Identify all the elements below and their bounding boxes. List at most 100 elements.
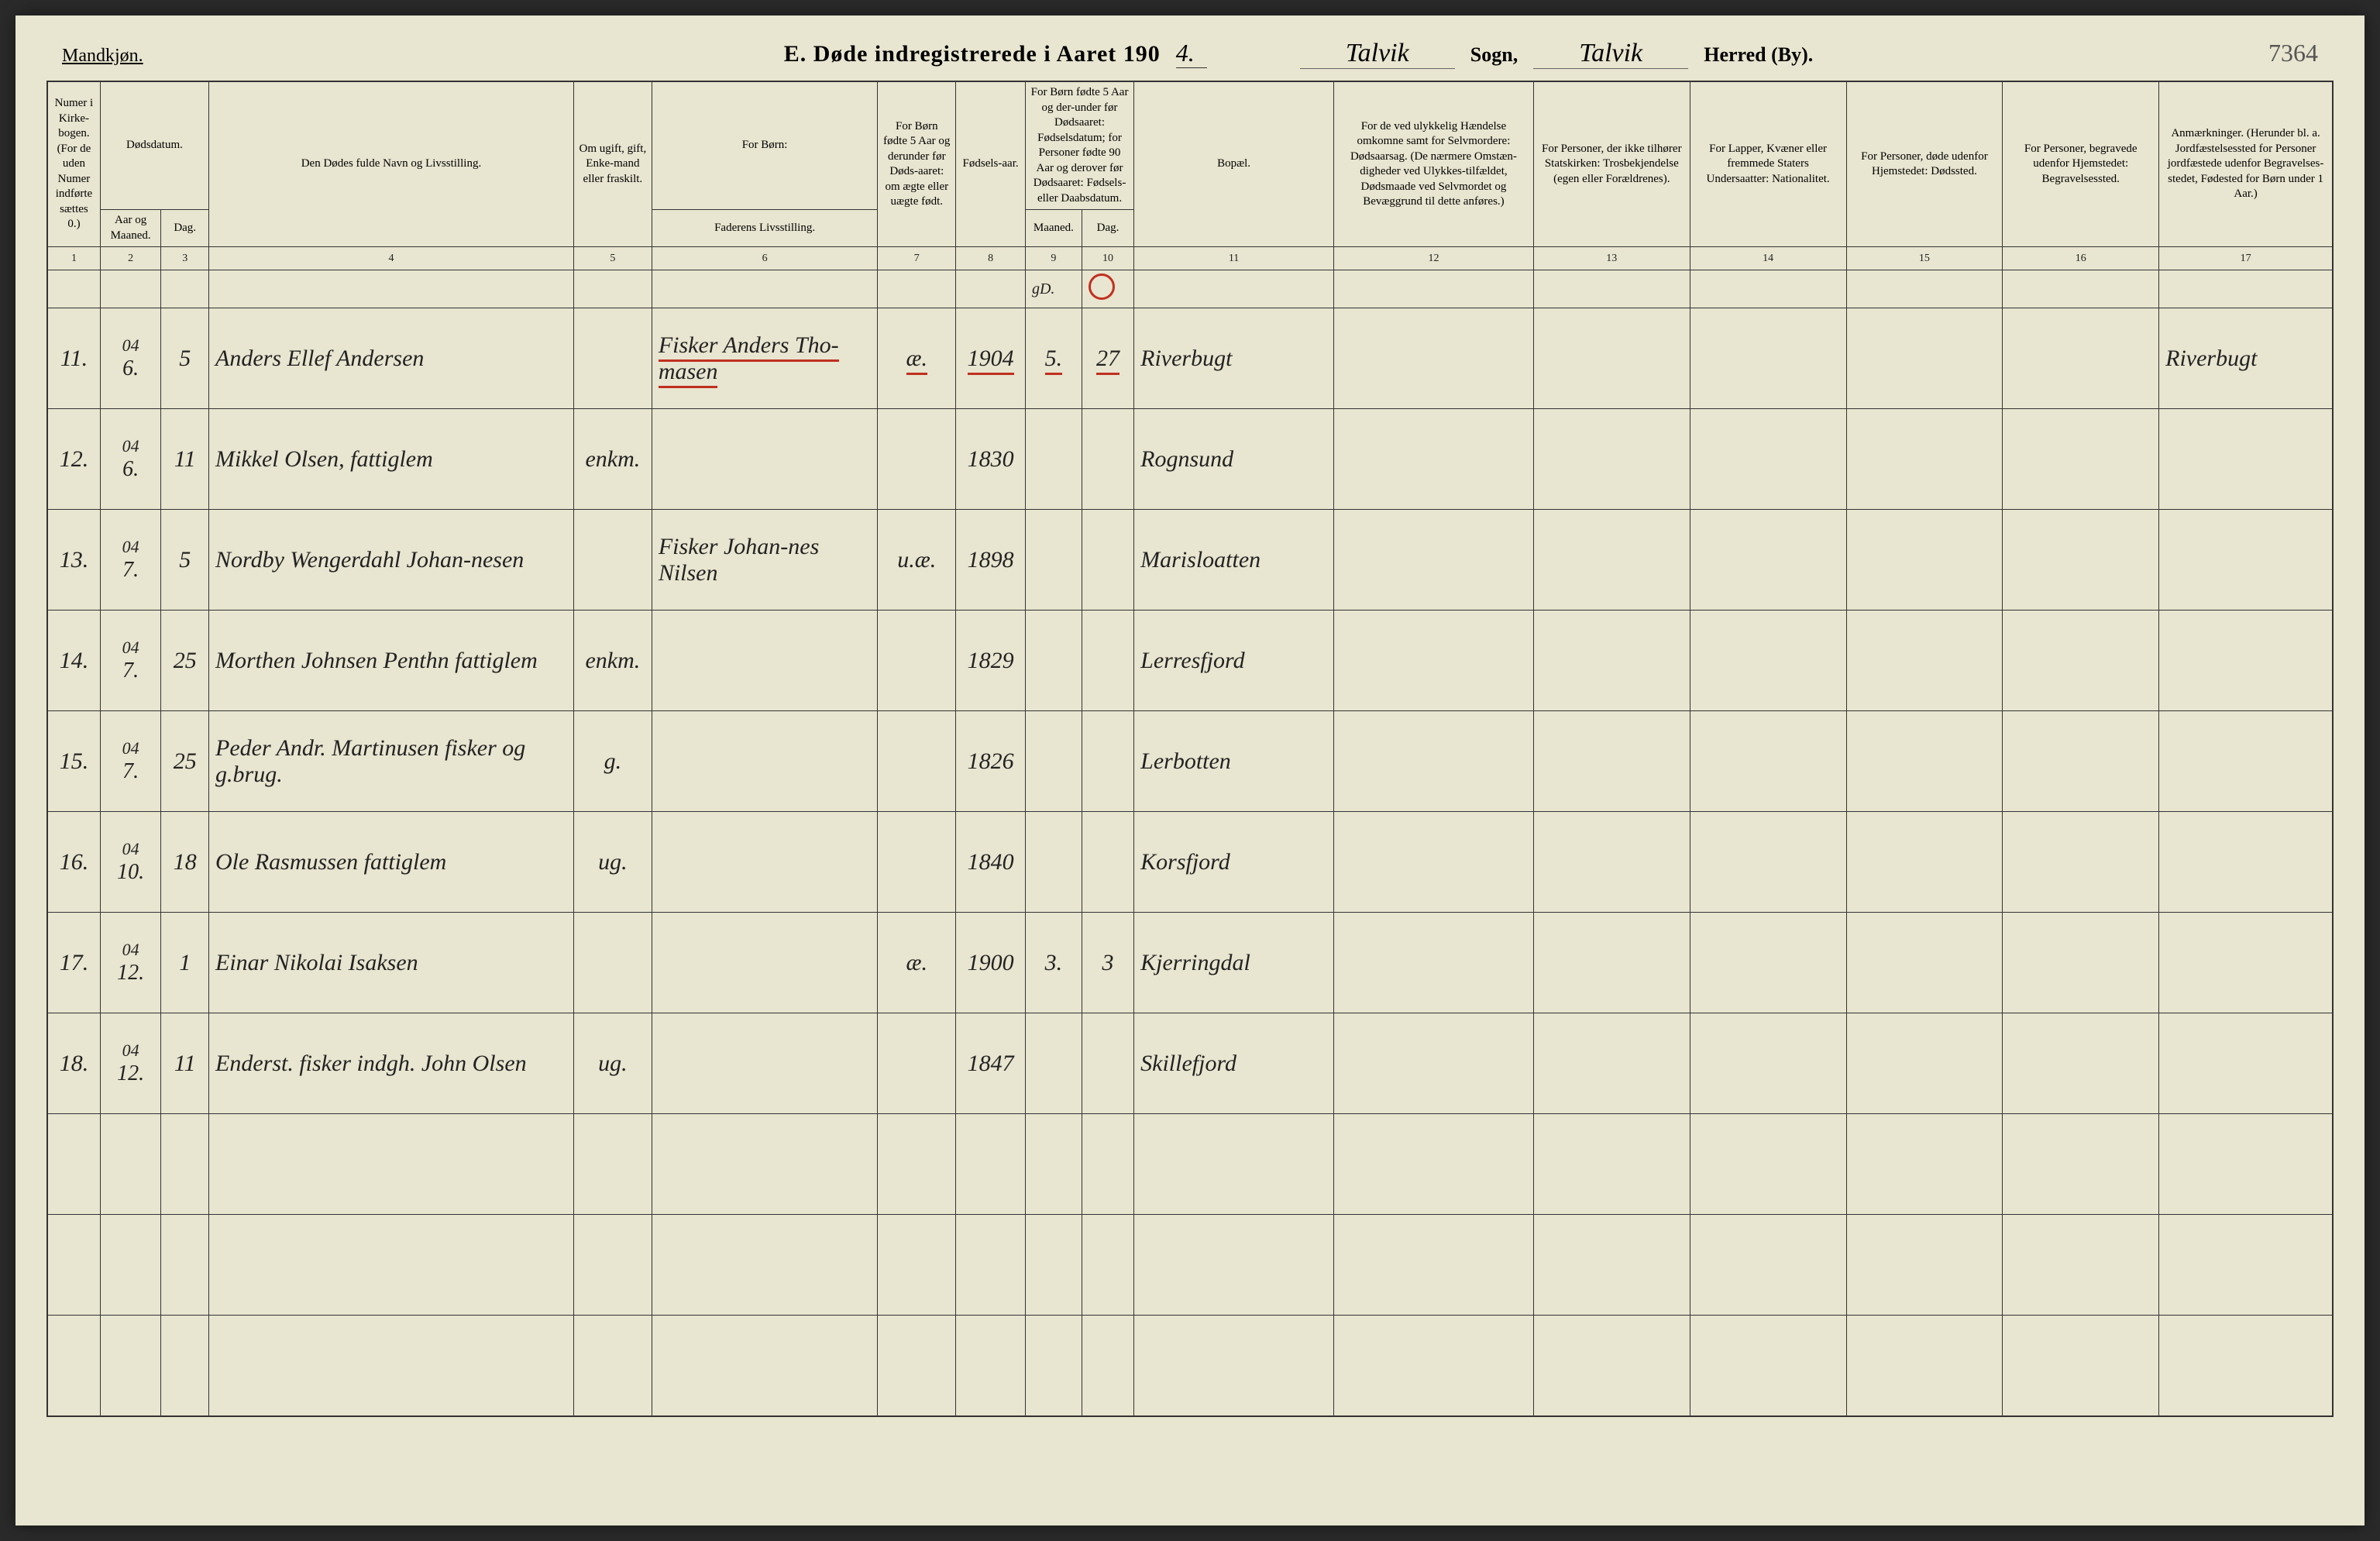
annotation-row: gD. bbox=[47, 270, 2333, 308]
blank-cell bbox=[100, 1316, 160, 1416]
col-header-2b: Aar og Maaned. bbox=[100, 210, 160, 247]
colnum: 15 bbox=[1846, 247, 2003, 270]
death-cause bbox=[1334, 510, 1534, 611]
marital-status: enkm. bbox=[573, 611, 652, 711]
marital-status: ug. bbox=[573, 1013, 652, 1114]
legitimacy: u.æ. bbox=[878, 510, 956, 611]
person-name: Peder Andr. Martinusen fisker og g.brug. bbox=[209, 711, 574, 812]
district-label: Herred (By). bbox=[1704, 43, 1813, 67]
colnum: 2 bbox=[100, 247, 160, 270]
entry-number: 17. bbox=[47, 913, 100, 1013]
entry-number: 12. bbox=[47, 409, 100, 510]
blank-cell bbox=[652, 1114, 878, 1215]
annotation-9: gD. bbox=[1025, 270, 1082, 308]
col-header-17: Anmærkninger. (Herunder bl. a. Jordfæste… bbox=[2159, 81, 2333, 247]
blank-cell bbox=[1082, 1114, 1133, 1215]
column-number-row: 1 2 3 4 5 6 7 8 9 10 11 12 13 14 15 16 1… bbox=[47, 247, 2333, 270]
colnum: 11 bbox=[1134, 247, 1334, 270]
blank-cell bbox=[652, 1215, 878, 1316]
colnum: 8 bbox=[956, 247, 1026, 270]
father-occupation bbox=[652, 1013, 878, 1114]
col-header-6b: Faderens Livsstilling. bbox=[652, 210, 878, 247]
register-table: Numer i Kirke-bogen. (For de uden Numer … bbox=[46, 81, 2334, 1417]
nationality bbox=[1690, 913, 1846, 1013]
blank-cell bbox=[47, 1215, 100, 1316]
father-occupation bbox=[652, 913, 878, 1013]
residence: Lerbotten bbox=[1134, 711, 1334, 812]
remarks bbox=[2159, 711, 2333, 812]
blank-cell bbox=[1025, 1316, 1082, 1416]
death-place bbox=[1846, 308, 2003, 409]
burial-place bbox=[2003, 812, 2159, 913]
legitimacy bbox=[878, 711, 956, 812]
birth-day bbox=[1082, 711, 1133, 812]
father-occupation bbox=[652, 611, 878, 711]
col-header-10: Dag. bbox=[1082, 210, 1133, 247]
faith bbox=[1533, 1013, 1690, 1114]
remarks bbox=[2159, 1013, 2333, 1114]
birth-month: 5. bbox=[1025, 308, 1082, 409]
legitimacy: æ. bbox=[878, 308, 956, 409]
blank-cell bbox=[652, 1316, 878, 1416]
faith bbox=[1533, 308, 1690, 409]
death-year-month: 0412. bbox=[100, 1013, 160, 1114]
father-occupation: Fisker Anders Tho-masen bbox=[652, 308, 878, 409]
title-prefix: E. Døde indregistrerede i Aaret 190 bbox=[784, 41, 1161, 67]
faith bbox=[1533, 611, 1690, 711]
col-header-9b: Maaned. bbox=[1025, 210, 1082, 247]
blank-cell bbox=[956, 1114, 1026, 1215]
colnum: 5 bbox=[573, 247, 652, 270]
faith bbox=[1533, 812, 1690, 913]
colnum: 13 bbox=[1533, 247, 1690, 270]
remarks bbox=[2159, 913, 2333, 1013]
blank-cell bbox=[1334, 1215, 1534, 1316]
birth-year: 1840 bbox=[956, 812, 1026, 913]
burial-place bbox=[2003, 711, 2159, 812]
death-year-month: 0412. bbox=[100, 913, 160, 1013]
burial-place bbox=[2003, 409, 2159, 510]
birth-day: 3 bbox=[1082, 913, 1133, 1013]
death-cause bbox=[1334, 812, 1534, 913]
blank-cell bbox=[2159, 1114, 2333, 1215]
col-header-12: For de ved ulykkelig Hændelse omkomne sa… bbox=[1334, 81, 1534, 247]
birth-year: 1900 bbox=[956, 913, 1026, 1013]
birth-day bbox=[1082, 409, 1133, 510]
col-header-7: For Børn fødte 5 Aar og derunder før Død… bbox=[878, 81, 956, 247]
entry-number: 13. bbox=[47, 510, 100, 611]
blank-cell bbox=[573, 1114, 652, 1215]
person-name: Ole Rasmussen fattiglem bbox=[209, 812, 574, 913]
blank-cell bbox=[1533, 1215, 1690, 1316]
blank-cell bbox=[47, 1316, 100, 1416]
birth-year: 1826 bbox=[956, 711, 1026, 812]
colnum: 9 bbox=[1025, 247, 1082, 270]
entry-number: 18. bbox=[47, 1013, 100, 1114]
table-row-blank bbox=[47, 1215, 2333, 1316]
death-day: 11 bbox=[161, 1013, 209, 1114]
birth-month bbox=[1025, 711, 1082, 812]
death-place bbox=[1846, 812, 2003, 913]
nationality bbox=[1690, 409, 1846, 510]
blank-cell bbox=[161, 1316, 209, 1416]
birth-month: 3. bbox=[1025, 913, 1082, 1013]
death-place bbox=[1846, 510, 2003, 611]
col-header-11: Bopæl. bbox=[1134, 81, 1334, 247]
faith bbox=[1533, 711, 1690, 812]
year-suffix: 4. bbox=[1176, 39, 1207, 68]
person-name: Morthen Johnsen Penthn fattiglem bbox=[209, 611, 574, 711]
burial-place bbox=[2003, 510, 2159, 611]
blank-cell bbox=[2003, 1114, 2159, 1215]
legitimacy bbox=[878, 812, 956, 913]
table-row: 12.046.11Mikkel Olsen, fattiglemenkm.183… bbox=[47, 409, 2333, 510]
table-row-blank bbox=[47, 1316, 2333, 1416]
person-name: Mikkel Olsen, fattiglem bbox=[209, 409, 574, 510]
blank-cell bbox=[1134, 1215, 1334, 1316]
blank-cell bbox=[956, 1215, 1026, 1316]
death-place bbox=[1846, 913, 2003, 1013]
blank-cell bbox=[1690, 1316, 1846, 1416]
birth-day bbox=[1082, 1013, 1133, 1114]
blank-cell bbox=[1846, 1316, 2003, 1416]
blank-cell bbox=[2003, 1215, 2159, 1316]
nationality bbox=[1690, 308, 1846, 409]
table-row: 18.0412.11Enderst. fisker indgh. John Ol… bbox=[47, 1013, 2333, 1114]
red-circle-icon bbox=[1089, 273, 1115, 300]
